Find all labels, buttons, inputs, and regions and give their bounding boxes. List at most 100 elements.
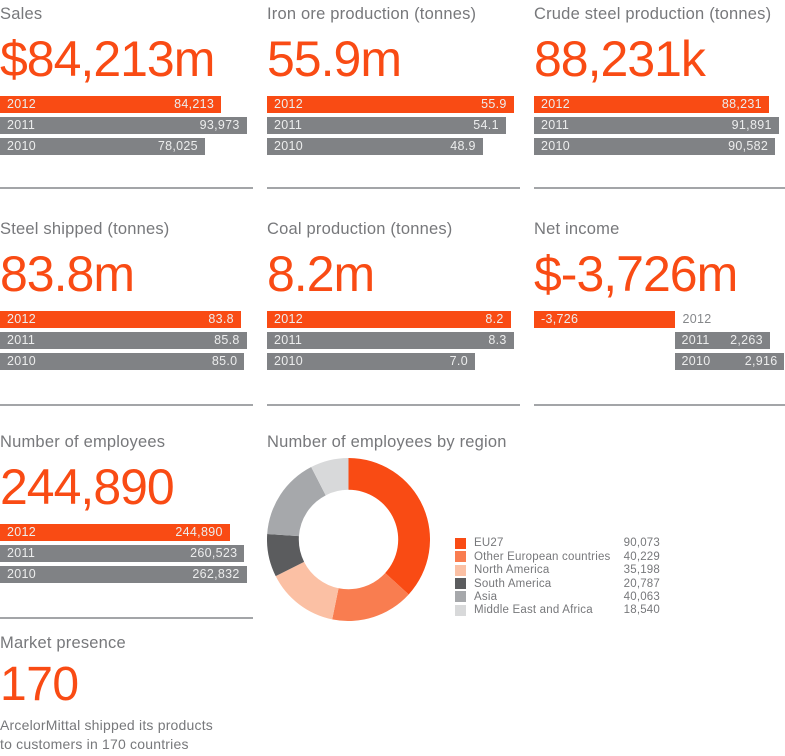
bar-2012: 2012 88,231: [534, 96, 769, 113]
headline-value: 244,890: [0, 459, 175, 515]
legend-value: 20,787: [623, 577, 660, 590]
bar-value-label: 8.2: [485, 312, 504, 326]
divider-row-3: [0, 617, 785, 629]
bar-value-label: 90,582: [728, 139, 769, 153]
bar-value-label: 48.9: [450, 139, 476, 153]
panel-coal-production: Coal production (tonnes) 8.2m 2012 8.2 201…: [267, 215, 520, 404]
legend-value: 18,540: [623, 604, 660, 617]
bar-year-label: 2010: [7, 567, 37, 581]
bar-2011: 2011 54.1: [267, 117, 506, 134]
bar-value-label: -3,726: [541, 312, 579, 326]
section-divider: [267, 187, 520, 189]
legend-label: North America: [474, 564, 550, 577]
divider-row-1: [0, 187, 785, 215]
bar-value-label: 8.3: [488, 333, 507, 347]
panel-title: Number of employees by region: [267, 433, 507, 451]
section-divider: [534, 187, 785, 189]
bar-chart-iron-ore: 2012 55.9 2011 54.1 2010 48.9: [267, 96, 520, 155]
legend-value: 40,229: [623, 550, 660, 563]
bar-value-label: 84,213: [174, 97, 215, 111]
panel-title: Crude steel production (tonnes): [534, 5, 772, 23]
bar-2010: 2010 7.0: [267, 353, 475, 370]
bar-value-label: 2,263: [730, 333, 763, 347]
legend-swatch: [455, 604, 466, 616]
bar-chart-net-income: -3,726 2012 2011 2,263 2010 2,916: [534, 311, 785, 370]
bar-row-2011: 2011 2,263: [534, 332, 785, 349]
bar-2012: -3,726: [534, 311, 675, 328]
bar-chart-crude-steel: 2012 88,231 2011 91,891 2010 90,582: [534, 96, 785, 155]
bar-year-label: 2011: [274, 333, 303, 347]
panel-title: Steel shipped (tonnes): [0, 220, 170, 238]
panel-number-of-employees: Number of employees 244,890 2012 244,890 2…: [0, 428, 253, 621]
bar-value-label: 244,890: [175, 525, 223, 539]
bar-year-label: 2011: [541, 118, 570, 132]
bar-value-label: 85.8: [214, 333, 240, 347]
bar-year-label: 2012: [7, 312, 37, 326]
legend-swatch: [455, 591, 466, 603]
panel-iron-ore-production: Iron ore production (tonnes) 55.9m 2012 5…: [267, 0, 520, 187]
bar-year-label: 2010: [7, 354, 37, 368]
headline-value: 83.8m: [0, 246, 135, 302]
bar-value-label: 54.1: [473, 118, 499, 132]
panel-sales: Sales $84,213m 2012 84,213 2011 93,973 2010 7…: [0, 0, 253, 187]
legend-swatch: [455, 537, 466, 549]
donut-segment-asia: [267, 467, 326, 537]
legend-item-middle-east-and-africa: Middle East and Africa 18,540: [455, 604, 660, 617]
bar-value-label: 7.0: [449, 354, 468, 368]
donut-chart-area: EU27 90,073 Other European countries 40,229…: [267, 458, 785, 621]
region-legend: EU27 90,073 Other European countries 40,229…: [455, 537, 660, 617]
panel-crude-steel-production: Crude steel production (tonnes) 88,231k …: [534, 0, 785, 187]
bar-chart-employees: 2012 244,890 2011 260,523 2010 262,832: [0, 524, 253, 583]
bar-value-label: 91,891: [731, 118, 772, 132]
headline-value: 170: [0, 658, 79, 711]
bar-value-label: 88,231: [721, 97, 762, 111]
bar-2012: 2012 244,890: [0, 524, 230, 541]
bar-year-label: 2010: [7, 139, 37, 153]
headline-value: 8.2m: [267, 246, 375, 302]
panel-title: Sales: [0, 5, 43, 23]
legend-value: 35,198: [623, 564, 660, 577]
bar-2011: 2011 85.8: [0, 332, 247, 349]
bar-value-label: 78,025: [157, 139, 198, 153]
bar-year-label: 2010: [274, 139, 304, 153]
bar-2010: 2010 48.9: [267, 138, 483, 155]
bar-2012: 2012 84,213: [0, 96, 222, 113]
bar-year-label: 2011: [7, 546, 36, 560]
legend-label: EU27: [474, 537, 504, 550]
description-line: ArcelorMittal shipped its products: [0, 717, 213, 733]
bar-value-label: 260,523: [190, 546, 238, 560]
bar-2011: 2011 91,891: [534, 117, 779, 134]
bar-year-label: 2012: [7, 525, 37, 539]
kpi-row-2: Steel shipped (tonnes) 83.8m 2012 83.8 201…: [0, 215, 785, 404]
panel-title: Market presence: [0, 634, 126, 652]
donut-chart: [267, 458, 430, 621]
kpi-row-4: Market presence 170 ArcelorMittal shippe…: [0, 629, 785, 756]
donut-segment-middle-east-and-africa: [311, 458, 349, 496]
bar-2010: 2010 2,916: [674, 353, 785, 370]
bar-value-label: 262,832: [192, 567, 240, 581]
section-divider: [0, 404, 253, 406]
donut-segment-north-america: [275, 561, 339, 620]
panel-title: Coal production (tonnes): [267, 220, 453, 238]
panel-steel-shipped: Steel shipped (tonnes) 83.8m 2012 83.8 201…: [0, 215, 253, 404]
bar-2012: 2012 8.2: [267, 311, 511, 328]
bar-year-label: 2012: [541, 97, 571, 111]
bar-year-label: 2011: [7, 118, 36, 132]
bar-value-label: 55.9: [481, 97, 507, 111]
headline-value: 88,231k: [534, 31, 706, 87]
bar-value-label: 2,916: [744, 354, 778, 368]
bar-chart-steel-shipped: 2012 83.8 2011 85.8 2010 85.0: [0, 311, 253, 370]
bar-value-label: 93,973: [199, 118, 240, 132]
bar-2011: 2011 260,523: [0, 545, 245, 562]
panel-title: Number of employees: [0, 433, 166, 451]
kpi-row-3: Number of employees 244,890 2012 244,890 2…: [0, 428, 785, 621]
section-divider: [0, 187, 253, 189]
section-divider: [267, 404, 520, 406]
headline-value: $-3,726m: [534, 246, 738, 302]
section-divider: [534, 404, 785, 406]
bar-2011: 2011 2,263: [674, 332, 770, 349]
panel-net-income: Net income $-3,726m -3,726 2012 2011 2,263 2…: [534, 215, 785, 404]
bar-chart-sales: 2012 84,213 2011 93,973 2010 78,025: [0, 96, 253, 155]
legend-label: Other European countries: [474, 550, 611, 563]
